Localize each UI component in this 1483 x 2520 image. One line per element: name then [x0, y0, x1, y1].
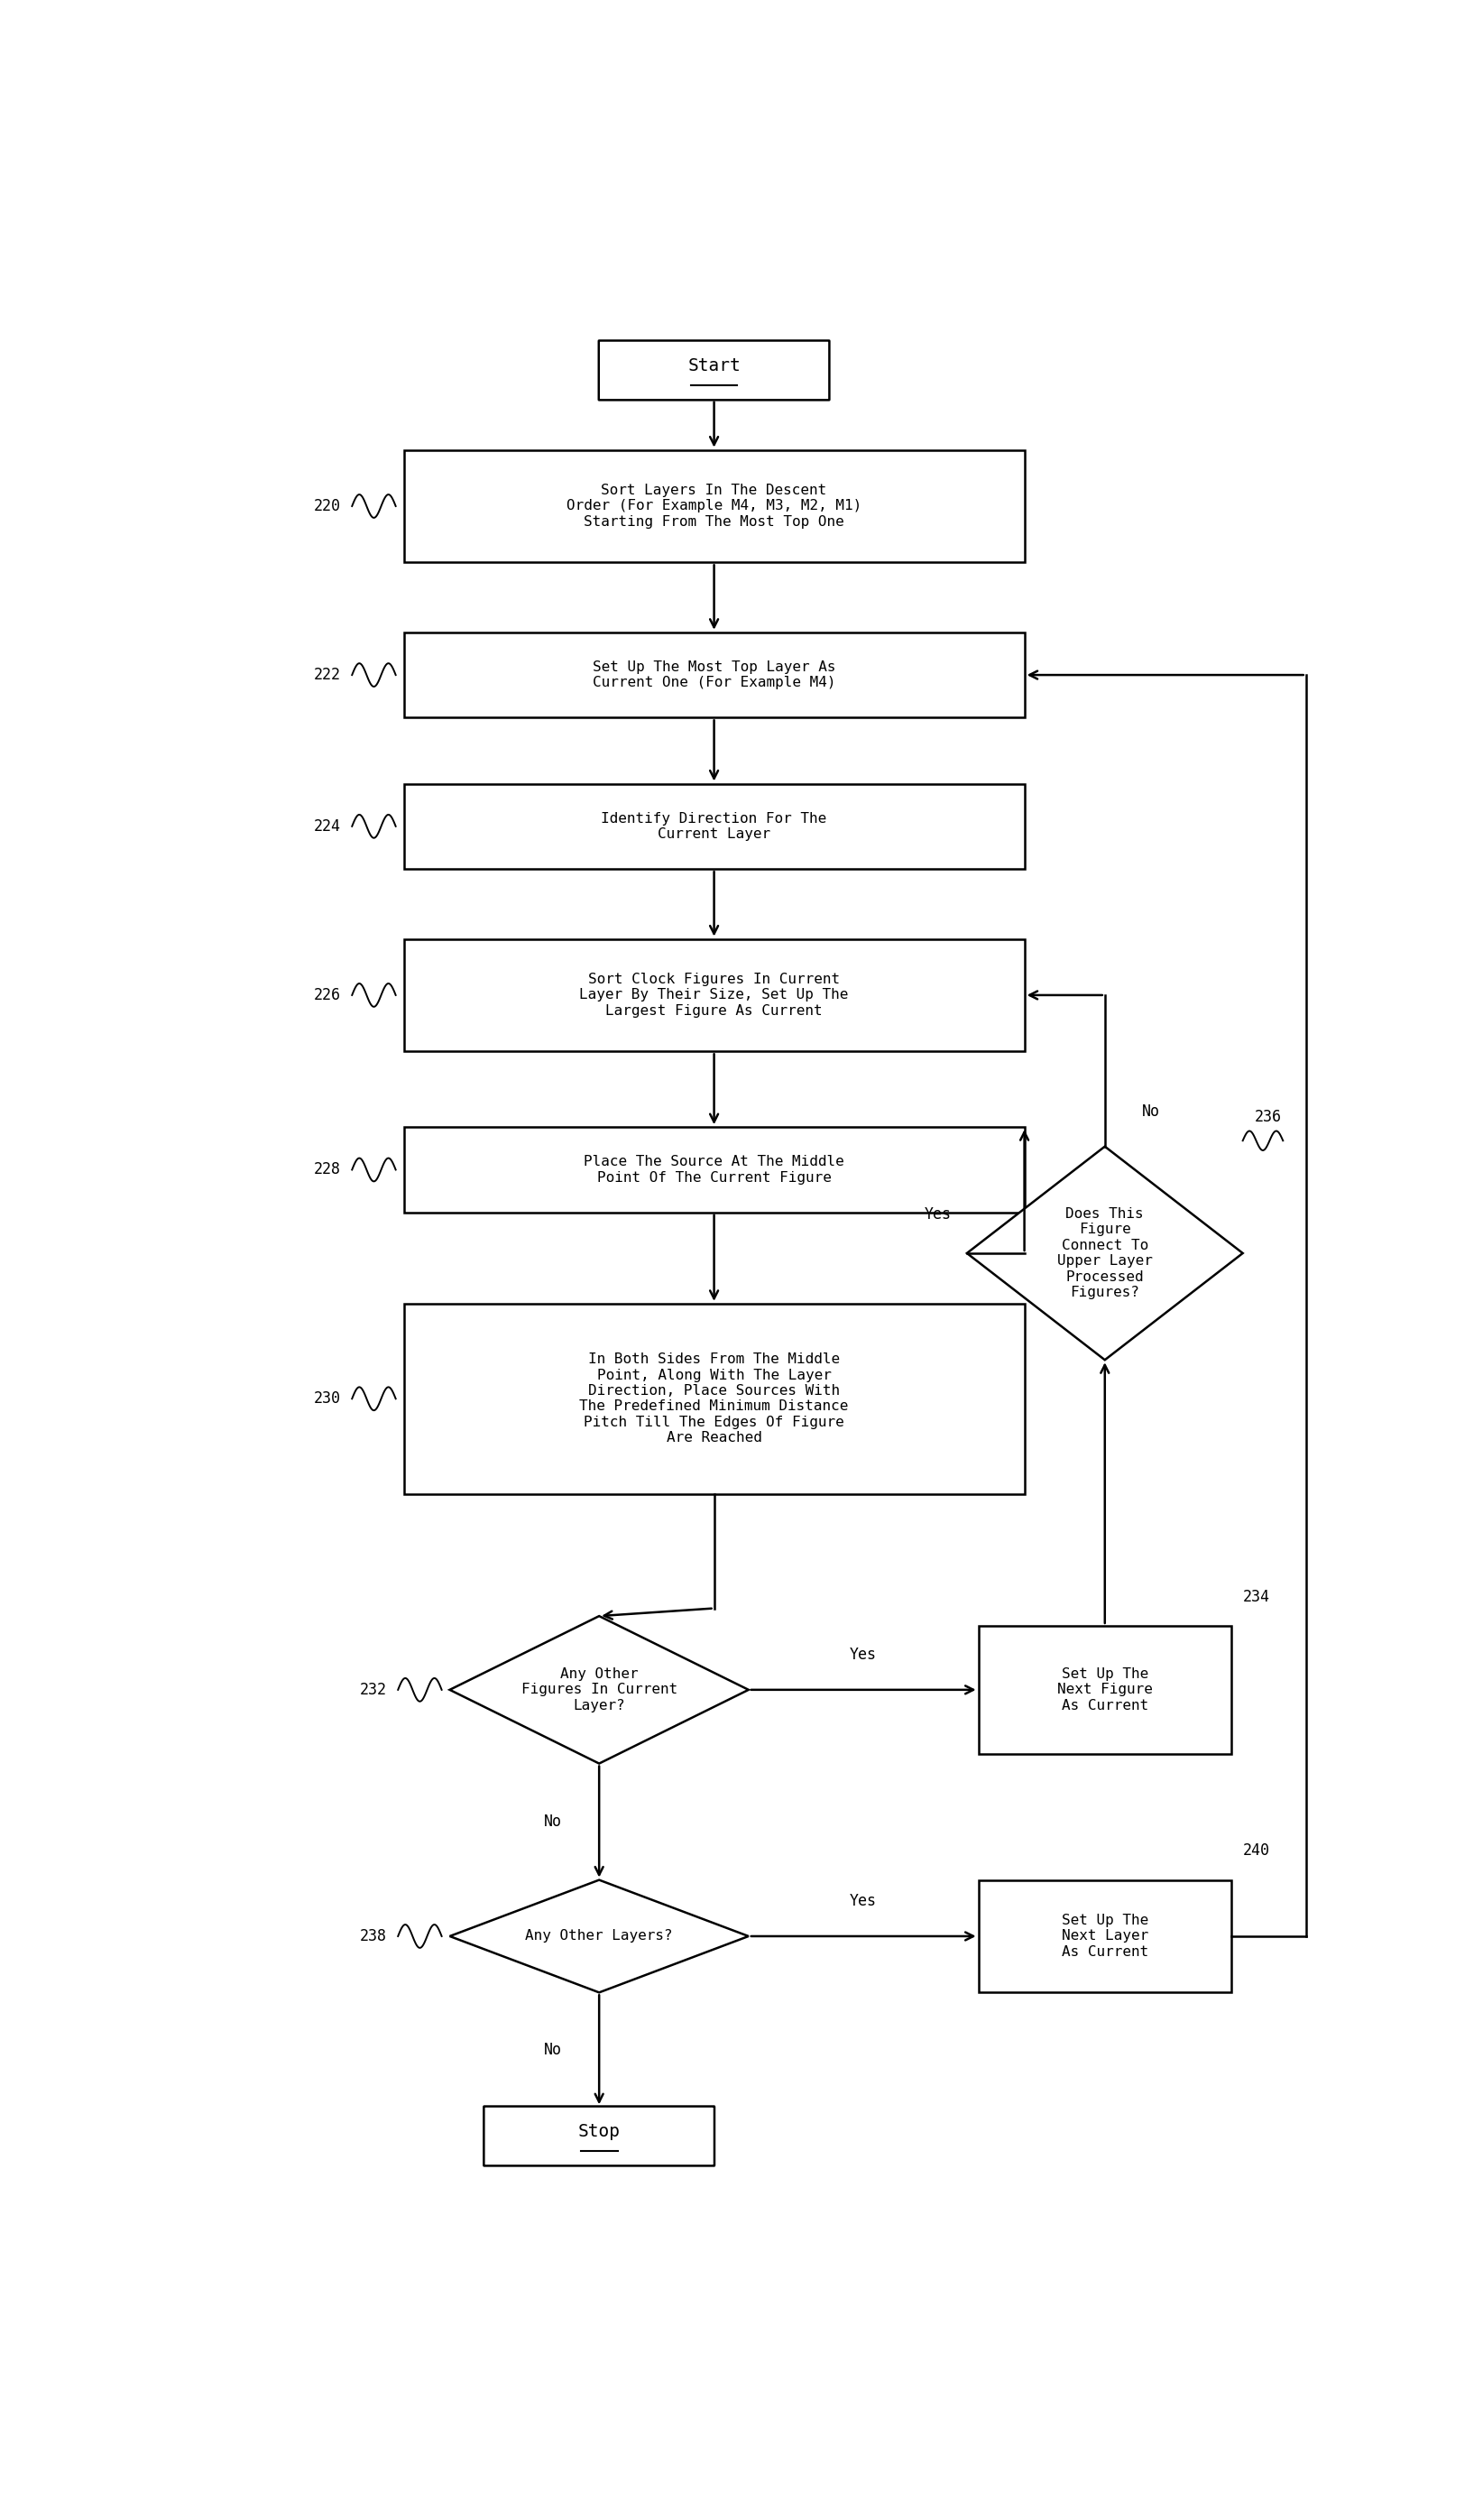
Bar: [979, 1880, 1231, 1993]
Text: 226: 226: [313, 988, 341, 1003]
Text: No: No: [544, 1814, 562, 1830]
Polygon shape: [449, 1615, 749, 1764]
Bar: [403, 451, 1025, 562]
Text: Yes: Yes: [850, 1646, 876, 1663]
Text: 240: 240: [1243, 1842, 1269, 1860]
Text: 232: 232: [359, 1681, 387, 1698]
Text: 238: 238: [359, 1928, 387, 1945]
Bar: [403, 1126, 1025, 1212]
Text: Place The Source At The Middle
Point Of The Current Figure: Place The Source At The Middle Point Of …: [584, 1154, 844, 1184]
Text: Sort Clock Figures In Current
Layer By Their Size, Set Up The
Largest Figure As : Sort Clock Figures In Current Layer By T…: [580, 973, 848, 1018]
Text: 234: 234: [1243, 1588, 1269, 1605]
Bar: [403, 1303, 1025, 1494]
Polygon shape: [967, 1147, 1243, 1361]
Text: 224: 224: [313, 819, 341, 834]
Text: Sort Layers In The Descent
Order (For Example M4, M3, M2, M1)
Starting From The : Sort Layers In The Descent Order (For Ex…: [567, 484, 862, 529]
Text: Set Up The
Next Figure
As Current: Set Up The Next Figure As Current: [1057, 1668, 1152, 1711]
Text: 230: 230: [313, 1391, 341, 1406]
Text: Identify Direction For The
Current Layer: Identify Direction For The Current Layer: [601, 811, 828, 842]
Text: Set Up The Most Top Layer As
Current One (For Example M4): Set Up The Most Top Layer As Current One…: [593, 660, 835, 690]
Text: 228: 228: [313, 1162, 341, 1177]
Text: Any Other Layers?: Any Other Layers?: [525, 1930, 673, 1943]
Text: Does This
Figure
Connect To
Upper Layer
Processed
Figures?: Does This Figure Connect To Upper Layer …: [1057, 1207, 1152, 1300]
Text: No: No: [1142, 1104, 1160, 1119]
Text: In Both Sides From The Middle
Point, Along With The Layer
Direction, Place Sourc: In Both Sides From The Middle Point, Alo…: [580, 1353, 848, 1444]
Bar: [403, 784, 1025, 869]
Polygon shape: [449, 1880, 749, 1993]
Text: Yes: Yes: [850, 1893, 876, 1910]
Text: Yes: Yes: [925, 1207, 952, 1222]
FancyBboxPatch shape: [483, 2107, 715, 2165]
Text: Stop: Stop: [578, 2122, 620, 2139]
Text: 236: 236: [1255, 1109, 1281, 1126]
FancyBboxPatch shape: [599, 340, 829, 401]
Text: Set Up The
Next Layer
As Current: Set Up The Next Layer As Current: [1062, 1913, 1148, 1958]
Text: 220: 220: [313, 499, 341, 514]
Text: Start: Start: [688, 358, 740, 375]
Text: No: No: [544, 2041, 562, 2059]
Bar: [403, 940, 1025, 1051]
Bar: [403, 633, 1025, 718]
Text: 222: 222: [313, 668, 341, 683]
Text: Any Other
Figures In Current
Layer?: Any Other Figures In Current Layer?: [521, 1668, 678, 1711]
Bar: [979, 1625, 1231, 1754]
